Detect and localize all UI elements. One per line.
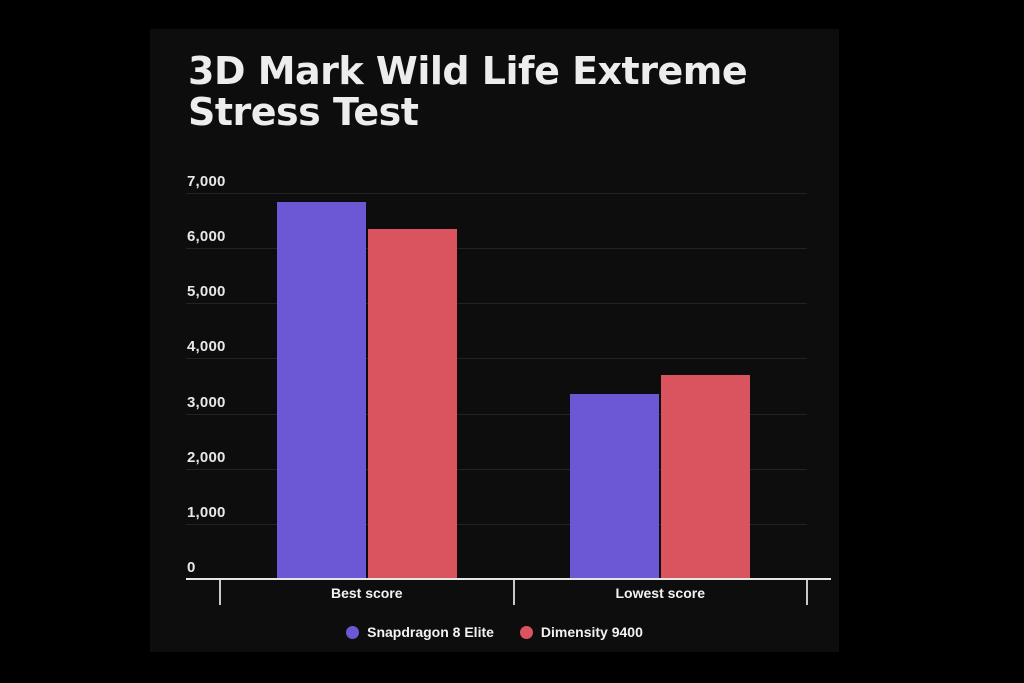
bar-dimensity-9400-best-score[interactable]: [367, 229, 457, 579]
y-axis-tick-label: 3,000: [187, 393, 226, 411]
y-axis-tick-label: 6,000: [187, 228, 226, 246]
legend-label: Dimensity 9400: [540, 624, 643, 640]
bar-dimensity-9400-lowest-score[interactable]: [661, 374, 751, 579]
legend-item-dimensity-9400[interactable]: Dimensity 9400: [519, 624, 643, 640]
y-axis-tick-label: 5,000: [187, 283, 226, 301]
y-axis-tick-label: 1,000: [187, 503, 226, 521]
legend: Snapdragon 8 Elite Dimensity 9400: [150, 624, 839, 640]
gridline-1000: [186, 523, 807, 525]
gridline-4000: [186, 358, 807, 360]
x-axis-line: [186, 578, 831, 580]
y-axis-tick-label: 0: [187, 559, 196, 576]
legend-swatch-circle-icon: [346, 625, 360, 639]
plot-area: 0 1,000 2,000 3,000 4,000 5,000 6,000 7,000: [186, 173, 807, 579]
bar-snapdragon-8-elite-best-score[interactable]: [276, 201, 366, 579]
x-axis-tick: [806, 580, 808, 605]
legend-item-snapdragon-8-elite[interactable]: Snapdragon 8 Elite: [346, 624, 494, 640]
y-axis-tick-label: 4,000: [187, 338, 226, 356]
x-axis-tick: [219, 580, 221, 605]
y-axis-tick-label: 7,000: [187, 173, 226, 190]
x-axis-tick: [512, 580, 515, 605]
gridline-7000: [186, 193, 807, 194]
category-label-best-score: Best score: [330, 585, 403, 601]
y-axis-tick-label: 2,000: [187, 448, 226, 466]
bar-snapdragon-8-elite-lowest-score[interactable]: [570, 393, 660, 579]
chart-card: 3D Mark Wild Life Extreme Stress Test 0 1…: [150, 29, 839, 652]
chart-title: 3D Mark Wild Life Extreme Stress Test: [188, 49, 748, 134]
gridline-2000: [186, 468, 807, 470]
gridline-6000: [186, 248, 807, 250]
category-label-lowest-score: Lowest score: [615, 585, 705, 601]
legend-swatch-circle-icon: [519, 625, 533, 639]
gridline-3000: [186, 413, 807, 415]
gridline-5000: [186, 303, 807, 305]
legend-label: Snapdragon 8 Elite: [367, 624, 494, 640]
